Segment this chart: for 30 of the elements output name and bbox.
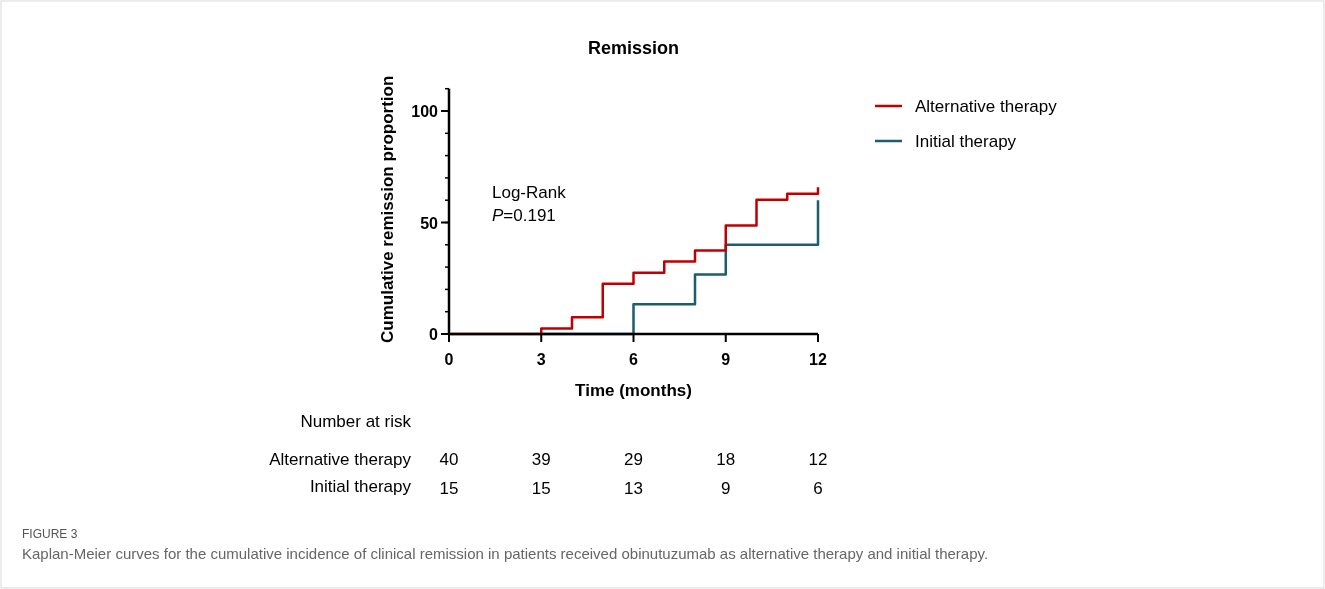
text: 9 — [721, 479, 731, 498]
text: 15 — [531, 479, 551, 498]
legend-label: Initial therapy — [915, 132, 1017, 151]
annotation: P=0.191 — [492, 206, 556, 225]
y-axis-title: Cumulative remission proportion — [378, 75, 397, 344]
text: 39 — [531, 450, 551, 469]
text: Initial therapy — [309, 477, 412, 496]
y-tick-label: 0 — [429, 326, 439, 343]
text: Number at risk — [300, 412, 412, 431]
text: 15 — [439, 479, 459, 498]
text: 12 — [808, 450, 828, 469]
x-tick-label: 3 — [536, 351, 546, 368]
text: 29 — [624, 450, 643, 469]
caption: FIGURE 3 — [22, 527, 78, 541]
chart-title: Remission — [587, 38, 680, 58]
x-tick-label: 6 — [629, 351, 639, 368]
y-tick-label: 50 — [420, 214, 439, 232]
text: 40 — [439, 450, 459, 469]
legend-label: Alternative therapy — [915, 97, 1058, 116]
x-tick-label: 9 — [721, 351, 731, 368]
y-tick-label: 100 — [411, 103, 439, 120]
text: Alternative therapy — [269, 450, 412, 469]
text: 18 — [716, 450, 736, 469]
text: Kaplan-Meier curves for the cumulative incidence of clinical remission in patients received obinutuzumab as alternative therapy and initial therapy. — [22, 545, 989, 562]
annotation: Log-Rank — [492, 183, 567, 202]
x-tick-label: 0 — [444, 351, 454, 368]
text: 6 — [813, 479, 823, 498]
x-axis-title: Time (months) — [575, 381, 692, 400]
x-tick-label: 12 — [809, 351, 827, 368]
text: 13 — [624, 479, 643, 498]
